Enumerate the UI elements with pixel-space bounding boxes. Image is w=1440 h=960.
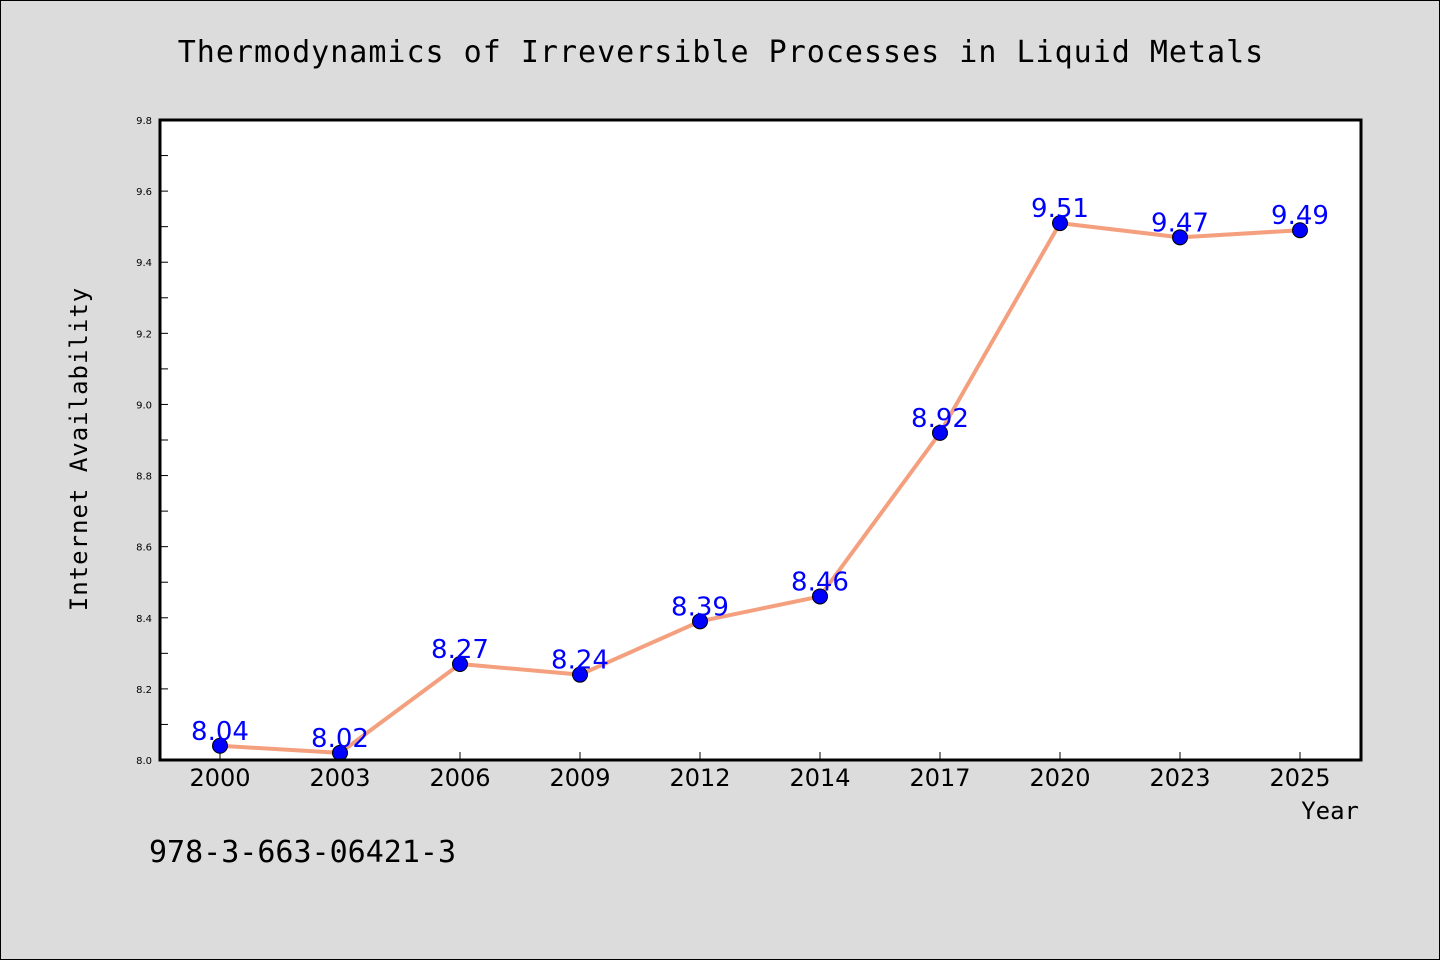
x-tick-label: 2020 xyxy=(1029,764,1090,792)
data-label: 9.51 xyxy=(1031,194,1089,224)
series-line xyxy=(219,221,1301,755)
data-point xyxy=(1052,215,1068,232)
data-label: 9.49 xyxy=(1271,201,1329,231)
y-tick-label: 8.0 xyxy=(136,756,152,767)
y-tick-label: 8.8 xyxy=(136,472,152,483)
x-tick-label: 2000 xyxy=(189,764,250,792)
x-axis-label: Year xyxy=(1301,797,1359,825)
y-tick-label: 9.6 xyxy=(136,187,152,198)
data-label: 8.02 xyxy=(311,724,369,754)
data-label: 8.04 xyxy=(191,717,249,747)
x-tick-label: 2023 xyxy=(1149,764,1210,792)
data-label: 8.92 xyxy=(911,404,969,434)
x-tick-label: 2006 xyxy=(429,764,490,792)
y-tick-label: 8.4 xyxy=(136,614,152,625)
x-tick-label: 2017 xyxy=(909,764,970,792)
data-label: 8.46 xyxy=(791,567,849,597)
y-tick-label: 9.8 xyxy=(136,116,152,127)
data-point xyxy=(572,666,588,683)
data-point xyxy=(1292,222,1308,239)
data-label: 8.39 xyxy=(671,592,729,622)
data-point xyxy=(812,588,828,605)
isbn-annotation: 978-3-663-06421-3 xyxy=(149,835,457,870)
x-tick-label: 2009 xyxy=(549,764,610,792)
x-tick-label: 2014 xyxy=(789,764,850,792)
y-tick-label: 8.2 xyxy=(136,685,152,696)
plot-border xyxy=(158,118,1363,762)
data-point xyxy=(452,656,468,672)
y-tick-label: 9.2 xyxy=(136,329,152,340)
x-tick-label: 2012 xyxy=(669,764,730,792)
data-point xyxy=(932,424,948,441)
y-tick-label: 9.4 xyxy=(136,258,152,269)
x-tick-label: 2025 xyxy=(1269,764,1330,792)
data-label: 8.24 xyxy=(551,646,609,676)
data-point xyxy=(212,737,228,754)
data-label: 8.27 xyxy=(431,635,489,665)
x-tick-label: 2003 xyxy=(309,764,370,792)
chart-title: Thermodynamics of Irreversible Processes… xyxy=(177,35,1265,70)
data-point xyxy=(1172,229,1188,246)
plot-area xyxy=(160,120,1361,760)
data-point xyxy=(692,613,708,630)
data-label: 9.47 xyxy=(1151,208,1209,238)
y-tick-label: 8.6 xyxy=(136,543,152,554)
y-tick-label: 9.0 xyxy=(136,400,152,411)
